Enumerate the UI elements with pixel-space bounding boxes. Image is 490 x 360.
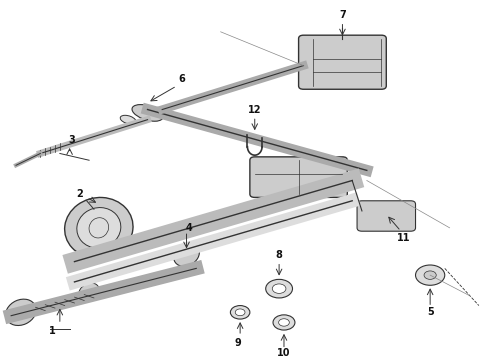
Ellipse shape xyxy=(77,208,121,248)
Text: 5: 5 xyxy=(427,307,434,317)
Text: 4: 4 xyxy=(186,223,193,233)
FancyBboxPatch shape xyxy=(357,201,416,231)
FancyBboxPatch shape xyxy=(250,157,347,197)
Text: 10: 10 xyxy=(277,348,291,358)
Text: 1: 1 xyxy=(49,326,56,336)
Text: 8: 8 xyxy=(276,250,283,260)
Ellipse shape xyxy=(273,315,295,330)
Text: 7: 7 xyxy=(339,10,346,20)
FancyBboxPatch shape xyxy=(298,35,386,89)
Ellipse shape xyxy=(173,243,199,266)
Ellipse shape xyxy=(230,306,250,319)
Text: 3: 3 xyxy=(69,135,75,145)
Ellipse shape xyxy=(132,105,163,121)
Text: 2: 2 xyxy=(76,189,83,199)
Ellipse shape xyxy=(266,279,293,298)
Text: 6: 6 xyxy=(178,74,185,84)
Ellipse shape xyxy=(272,284,286,293)
Ellipse shape xyxy=(416,265,445,285)
Text: 9: 9 xyxy=(234,338,241,348)
Ellipse shape xyxy=(120,115,136,124)
Text: 12: 12 xyxy=(248,104,262,114)
Ellipse shape xyxy=(79,283,99,301)
Ellipse shape xyxy=(279,319,289,326)
Text: 11: 11 xyxy=(396,233,410,243)
Ellipse shape xyxy=(5,299,36,325)
Ellipse shape xyxy=(235,309,245,316)
Ellipse shape xyxy=(65,197,133,258)
Ellipse shape xyxy=(424,271,436,279)
